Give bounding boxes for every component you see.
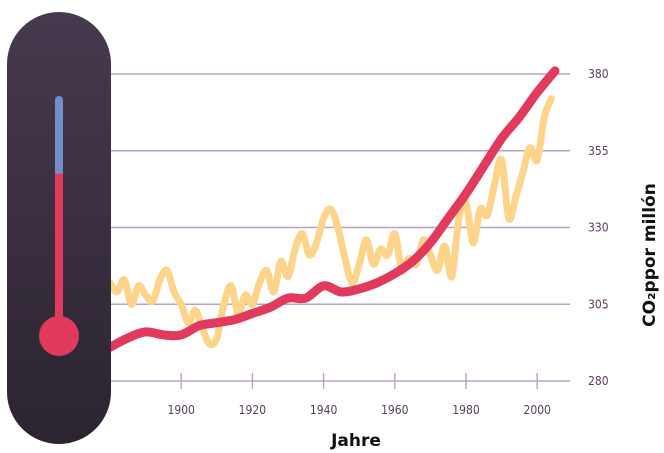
thermometer-bulb bbox=[39, 316, 79, 356]
x-axis-title: Jahre bbox=[330, 431, 381, 451]
x-tick-label: 1960 bbox=[381, 403, 409, 417]
y-tick-label: 355 bbox=[588, 144, 609, 158]
thermometer-icon bbox=[7, 12, 111, 444]
x-axis: 1900 1920 1940 1960 1980 2000 bbox=[167, 373, 551, 417]
y-axis-title: CO₂ppor millón bbox=[640, 183, 660, 327]
grid-lines bbox=[60, 73, 570, 382]
y-tick-label: 305 bbox=[588, 297, 609, 311]
y-tick-label: 380 bbox=[588, 67, 609, 81]
plot-series bbox=[110, 66, 560, 352]
series-line-red bbox=[110, 66, 560, 352]
x-tick-label: 1940 bbox=[310, 403, 338, 417]
x-tick-label: 1900 bbox=[167, 403, 195, 417]
y-tick-label: 280 bbox=[588, 374, 609, 388]
x-tick-label: 2000 bbox=[523, 403, 551, 417]
x-tick-label: 1980 bbox=[452, 403, 480, 417]
series-line-yellow bbox=[110, 95, 555, 349]
x-tick-label: 1920 bbox=[239, 403, 267, 417]
y-tick-label: 330 bbox=[588, 221, 609, 235]
y-axis: 280 305 330 355 380 bbox=[588, 67, 609, 388]
